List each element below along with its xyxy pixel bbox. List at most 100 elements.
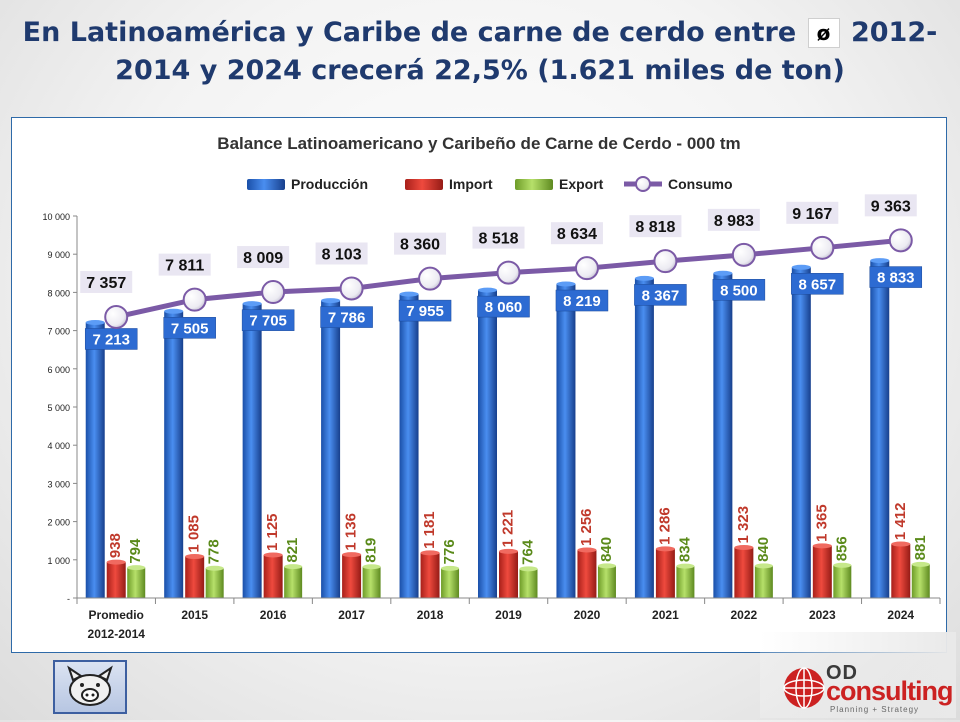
y-tick-label: 5 000: [47, 403, 70, 413]
consumo-point-9: [810, 235, 835, 260]
produccion-data-label: 7 705: [249, 313, 287, 330]
slide-title-line-2: 2014 y 2024 crecerá 22,5% (1.621 miles d…: [115, 55, 845, 86]
legend-swatch-marker: [635, 176, 651, 192]
export-data-label: 834: [676, 536, 693, 562]
bar-cap: [164, 308, 184, 314]
produccion-label-box: [869, 266, 923, 288]
bar-producción-5: [478, 290, 497, 598]
legend-swatch-1: [405, 179, 443, 190]
title-part-1: En Latinoamérica y Caribe de carne de ce…: [22, 17, 797, 48]
produccion-data-label: 8 060: [485, 299, 523, 316]
produccion-label-box: [634, 284, 687, 306]
logo-tagline: Planning + Strategy: [830, 705, 920, 714]
import-data-label: 1 323: [735, 506, 752, 544]
bar-cap: [441, 565, 460, 571]
bar-cap: [106, 559, 126, 565]
x-tick-label-line: 2017: [338, 608, 365, 622]
bar-cap: [655, 546, 675, 552]
import-data-label: 938: [107, 533, 124, 558]
import-data-label: 1 286: [656, 507, 673, 545]
bar-cap: [342, 552, 362, 558]
consumo-data-label: 8 103: [322, 246, 362, 263]
import-data-label: 1 412: [892, 503, 909, 541]
produccion-label-box: [791, 273, 844, 295]
import-data-label: 1 365: [813, 504, 830, 542]
x-tick-label: 2022: [731, 608, 758, 622]
x-tick-label-line: 2022: [731, 608, 758, 622]
consulting-logo-text: consulting: [826, 676, 953, 706]
consumo-data-label: 7 357: [86, 275, 126, 292]
x-tick-label: 2021: [652, 608, 679, 622]
consumo-label-box: [158, 253, 211, 276]
bar-export-7: [676, 566, 695, 598]
bar-producción-6: [556, 284, 576, 598]
bar-import-3: [342, 554, 362, 598]
bar-import-6: [577, 550, 597, 598]
bar-cap: [791, 264, 811, 270]
x-tick-label-line: 2015: [181, 608, 208, 622]
consumo-line-series: 7 357 7 811 8 009 8 103 8 360 8 518 8 634 8 818…: [80, 194, 917, 329]
produccion-data-label: 7 213: [92, 331, 130, 348]
x-tick-label-line: 2023: [809, 608, 836, 622]
bar-export-0: [127, 567, 146, 598]
bar-cap: [519, 566, 538, 572]
bar-cap: [242, 301, 262, 307]
consumo-label-box: [472, 226, 525, 249]
consumo-point-6: [574, 256, 599, 281]
export-data-label: 840: [755, 537, 772, 562]
globe-icon: [783, 667, 825, 709]
bar-cap: [499, 548, 518, 554]
x-tick-label: 2020: [574, 608, 601, 622]
pork-balance-chart: Balance Latinoamericano y Caribeño de Ca…: [42, 134, 941, 641]
consumo-point-4: [418, 266, 443, 291]
consumo-point-1: [182, 287, 207, 312]
x-tick-label: 2024: [887, 608, 914, 622]
produccion-label-box: [712, 279, 766, 301]
produccion-label-box: [84, 328, 138, 350]
bar-cap: [676, 563, 695, 569]
x-tick-label-line: 2024: [887, 608, 914, 622]
bar-export-5: [519, 568, 538, 598]
bar-export-1: [205, 568, 224, 598]
consumo-data-label: 8 518: [478, 231, 518, 248]
produccion-data-label: 8 833: [877, 270, 915, 287]
y-tick-label: 9 000: [47, 250, 70, 260]
bar-producción-1: [164, 311, 184, 598]
bar-export-9: [833, 565, 852, 598]
consumo-data-label: 8 360: [400, 237, 440, 254]
produccion-label-box: [398, 299, 452, 322]
consumo-data-label: 9 363: [871, 198, 911, 215]
legend-label-3: Consumo: [668, 176, 733, 192]
legend-label-2: Export: [559, 176, 604, 192]
bar-export-2: [284, 566, 303, 598]
y-tick-label: 3 000: [47, 479, 70, 489]
x-axis: Promedio 2012-2014 2015 2016 2017 2018 2019 202…: [76, 597, 941, 641]
bar-producción-10: [870, 260, 890, 598]
y-tick-label: 10 000: [42, 212, 70, 222]
export-data-label: 778: [206, 539, 223, 564]
bar-cap: [321, 298, 341, 304]
x-tick-label-line: 2018: [417, 608, 444, 622]
consumo-label-box: [237, 246, 290, 269]
bar-import-7: [655, 548, 675, 598]
import-data-label: 1 136: [343, 513, 360, 551]
legend-label-1: Import: [449, 176, 493, 192]
bar-producción-9: [791, 267, 811, 598]
bar-import-8: [734, 547, 754, 598]
y-tick-label: -: [67, 594, 70, 604]
consumo-data-label: 8 983: [714, 213, 754, 230]
od-consulting-logo: OD consulting Planning + Strategy: [760, 632, 956, 718]
x-tick-label: 2016: [260, 608, 287, 622]
bar-import-9: [812, 545, 832, 598]
bar-cap: [205, 565, 224, 571]
bar-cap: [185, 554, 205, 560]
produccion-label-box: [241, 309, 295, 331]
bar-cap: [556, 281, 576, 287]
produccion-data-label: 8 219: [563, 293, 601, 310]
produccion-data-label: 8 500: [720, 282, 758, 299]
produccion-data-label: 7 505: [171, 320, 209, 337]
bar-cap: [399, 291, 419, 297]
x-tick-label-line: Promedio: [89, 608, 144, 622]
bar-cap: [812, 543, 832, 549]
x-tick-label-line: 2021: [652, 608, 679, 622]
